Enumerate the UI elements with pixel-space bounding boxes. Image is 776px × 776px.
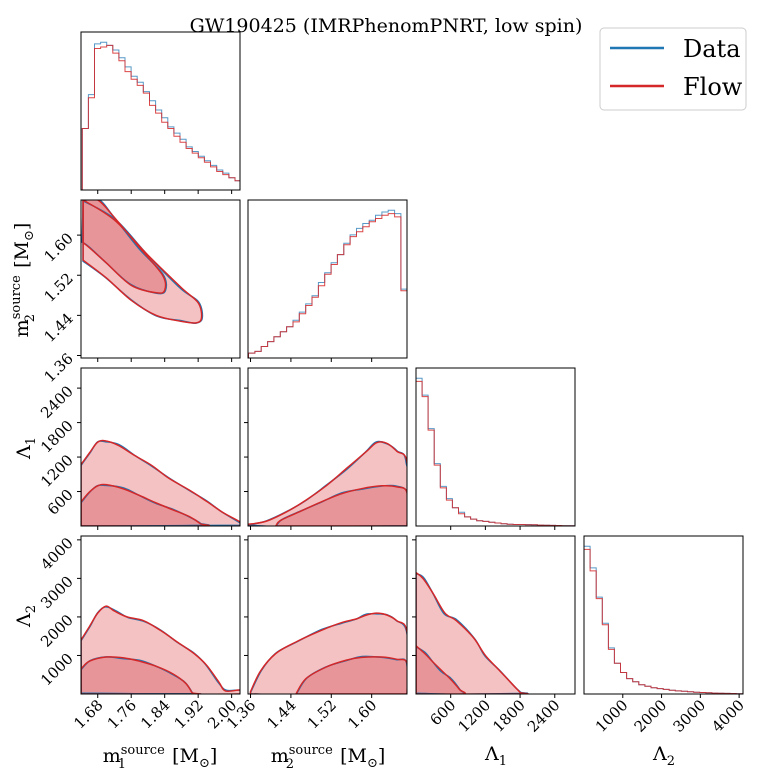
contour-panel-lambda1-m1 <box>81 439 240 526</box>
flow-90-contour-lambda1-m1 <box>81 439 240 526</box>
xtick-label-m1: 1.76 <box>104 696 140 732</box>
flow-50-fill-lambda2-m1 <box>81 656 201 694</box>
frame-m1-m1 <box>80 31 241 191</box>
hist-panel-m1 <box>81 41 240 190</box>
hist-data-lambda2 <box>584 545 743 694</box>
contour-panel-lambda2-lambda1 <box>416 571 529 694</box>
flow-50-fill-lambda2-m2 <box>296 656 407 694</box>
xtick-label-lambda1: 1200 <box>454 696 494 736</box>
hist-flow-m2 <box>248 213 407 358</box>
flow-50-contour-lambda1-m2 <box>274 484 407 526</box>
xtick-label-lambda2: 4000 <box>708 696 748 736</box>
frame-lambda2-lambda2 <box>583 535 744 695</box>
flow-90-fill-lambda2-lambda1 <box>416 572 528 694</box>
frame-lambda1-lambda1 <box>415 367 576 527</box>
flow-90-contour-lambda1-m2 <box>248 441 407 526</box>
hist-data-lambda1 <box>416 377 575 526</box>
flow-50-fill-lambda1-m1 <box>81 484 210 526</box>
contour-panel-m2-m1 <box>81 200 204 324</box>
hist-panel-lambda2 <box>584 545 743 694</box>
xtick-label-lambda1: 1800 <box>489 696 529 736</box>
xtick-label-lambda2: 1000 <box>592 696 632 736</box>
plot-title: GW190425 (IMRPhenomPNRT, low spin) <box>190 15 583 37</box>
contour-panel-lambda2-m2 <box>249 612 407 694</box>
hist-data-m2 <box>248 209 407 358</box>
flow-50-fill-lambda1-m2 <box>275 485 407 526</box>
ytick-label-lambda2: 2000 <box>37 611 77 651</box>
panels: 1.361.441.521.606001200180024001.681.761… <box>37 31 748 736</box>
flow-90-contour-lambda2-m1 <box>81 605 240 694</box>
frame-lambda1-m1 <box>80 367 241 527</box>
xtick-label-m2: 1.44 <box>263 696 299 732</box>
ytick-label-lambda2: 1000 <box>37 650 77 690</box>
flow-50-fill-m2-m1 <box>83 200 166 294</box>
flow-50-contour-lambda1-m1 <box>81 483 211 526</box>
legend-label-flow: Flow <box>683 73 743 101</box>
xlabel-m2: msource 2 [M⊙] <box>271 743 386 772</box>
ytick-label-m2: 1.60 <box>40 229 76 265</box>
ylabel-lambda2: Λ2 <box>13 605 39 628</box>
ylabel-lambda1: Λ1 <box>13 437 39 460</box>
frame-lambda2-lambda1 <box>415 535 576 695</box>
flow-90-contour-m2-m1 <box>82 200 203 324</box>
xlabel-m1: msource 1 [M⊙] <box>103 743 218 772</box>
ytick-label-m2: 1.36 <box>40 350 76 386</box>
ylabel-m2: msource2 [M⊙] <box>9 223 38 338</box>
xtick-label-m2: 1.52 <box>304 696 340 732</box>
ytick-label-lambda1: 1200 <box>37 451 77 491</box>
hist-panel-lambda1 <box>416 377 575 526</box>
contour-panel-lambda2-m1 <box>81 605 240 694</box>
frame-lambda2-m2 <box>247 535 408 695</box>
ytick-label-m2: 1.52 <box>40 269 76 305</box>
xlabel-lambda2: Λ2 <box>652 743 675 769</box>
hist-panel-m2 <box>248 209 407 358</box>
contour-panel-lambda1-m2 <box>248 440 407 526</box>
legend: Data Flow <box>599 27 747 111</box>
hist-flow-lambda1 <box>416 380 575 526</box>
frame-m2-m1 <box>80 199 241 359</box>
ytick-label-lambda1: 2400 <box>37 382 77 422</box>
flow-50-contour-m2-m1 <box>82 200 167 294</box>
xtick-label-m2: 1.60 <box>344 696 380 732</box>
legend-label-data: Data <box>683 35 741 63</box>
flow-90-contour-lambda2-m2 <box>249 612 407 694</box>
ytick-label-lambda2: 3000 <box>37 572 77 612</box>
hist-flow-lambda2 <box>584 548 743 694</box>
hist-flow-m1 <box>81 44 240 190</box>
xtick-label-lambda2: 3000 <box>669 696 709 736</box>
xtick-label-m1: 1.84 <box>137 696 173 732</box>
frame-lambda1-m2 <box>247 367 408 527</box>
flow-50-contour-lambda2-m2 <box>295 656 407 694</box>
frame-lambda2-m1 <box>80 535 241 695</box>
xlabel-lambda1: Λ1 <box>484 743 507 769</box>
ytick-label-lambda2: 4000 <box>37 534 77 574</box>
xtick-label-m1: 1.92 <box>171 696 207 732</box>
ytick-label-m2: 1.44 <box>40 309 76 345</box>
ytick-label-lambda1: 1800 <box>37 417 77 457</box>
xtick-label-lambda1: 2400 <box>524 696 564 736</box>
xtick-label-lambda2: 2000 <box>631 696 671 736</box>
frame-m2-m2 <box>247 199 408 359</box>
xtick-label-m1: 1.68 <box>70 696 106 732</box>
axis-labels: msource 1 [M⊙] msource 2 [M⊙] Λ1 Λ2 msourc… <box>9 223 675 772</box>
